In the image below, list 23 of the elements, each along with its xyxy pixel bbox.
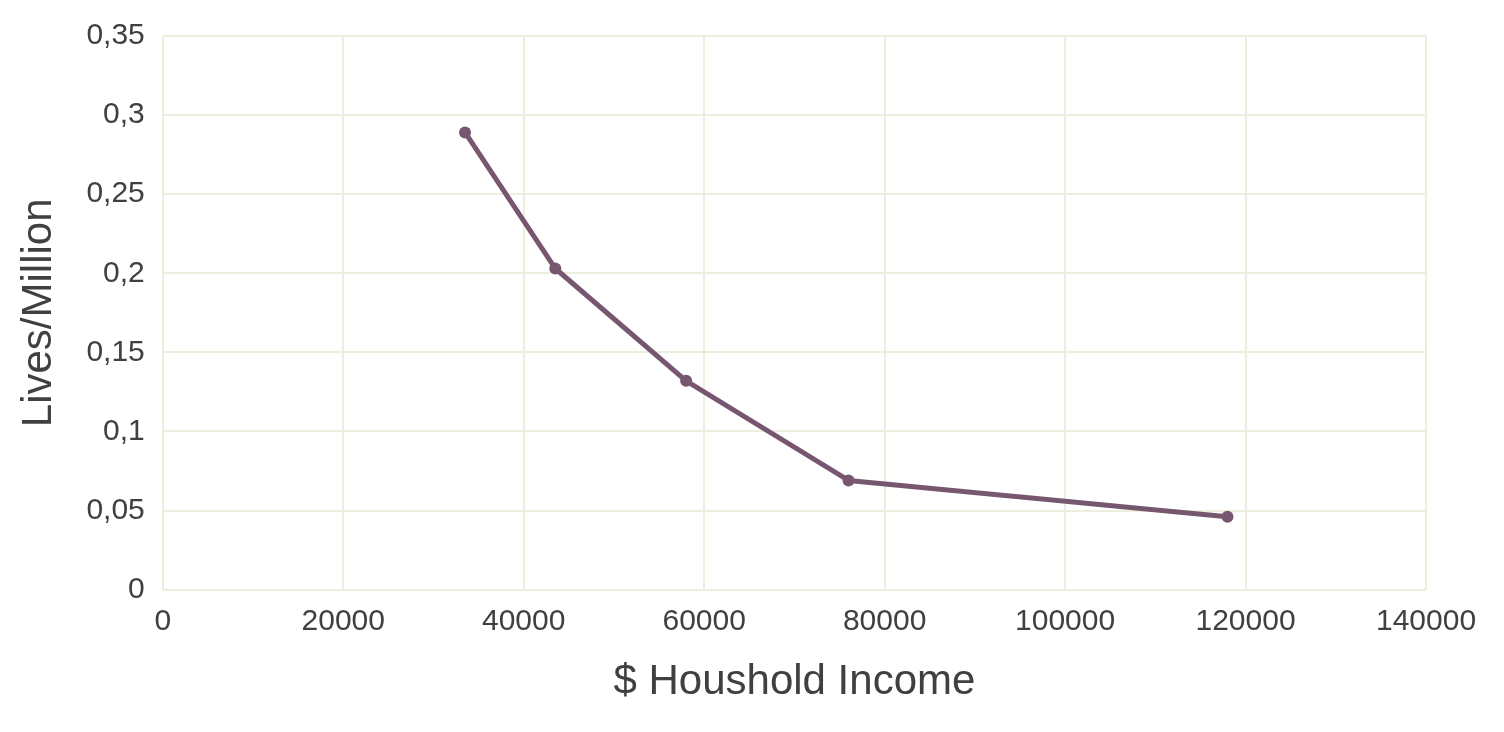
x-tick-label: 100000 xyxy=(1015,602,1116,636)
x-tick-label: 60000 xyxy=(662,602,746,636)
x-tick-label: 0 xyxy=(154,602,172,636)
x-axis-title: $ Houshold Income xyxy=(613,656,976,704)
x-tick-label: 140000 xyxy=(1375,602,1477,636)
point xyxy=(1221,510,1234,523)
y-tick-label: 0,15 xyxy=(86,333,145,367)
y-tick-label: 0,2 xyxy=(103,254,145,288)
y-tick-label: 0,05 xyxy=(86,491,145,525)
y-axis-title: Lives/Million xyxy=(12,198,60,428)
point xyxy=(459,126,472,139)
x-tick-label: 120000 xyxy=(1195,602,1296,636)
x-tick-label: 40000 xyxy=(481,602,566,636)
y-tick-label: 0 xyxy=(128,570,145,604)
point xyxy=(842,474,855,487)
x-tick-label: 80000 xyxy=(842,602,927,636)
point xyxy=(549,262,562,275)
y-tick-label: 0,35 xyxy=(86,17,145,51)
y-tick-label: 0,3 xyxy=(103,96,145,130)
x-tick-label: 20000 xyxy=(301,602,385,636)
y-tick-label: 0,25 xyxy=(86,175,145,209)
y-tick-label: 0,1 xyxy=(103,412,145,446)
point xyxy=(680,374,693,387)
